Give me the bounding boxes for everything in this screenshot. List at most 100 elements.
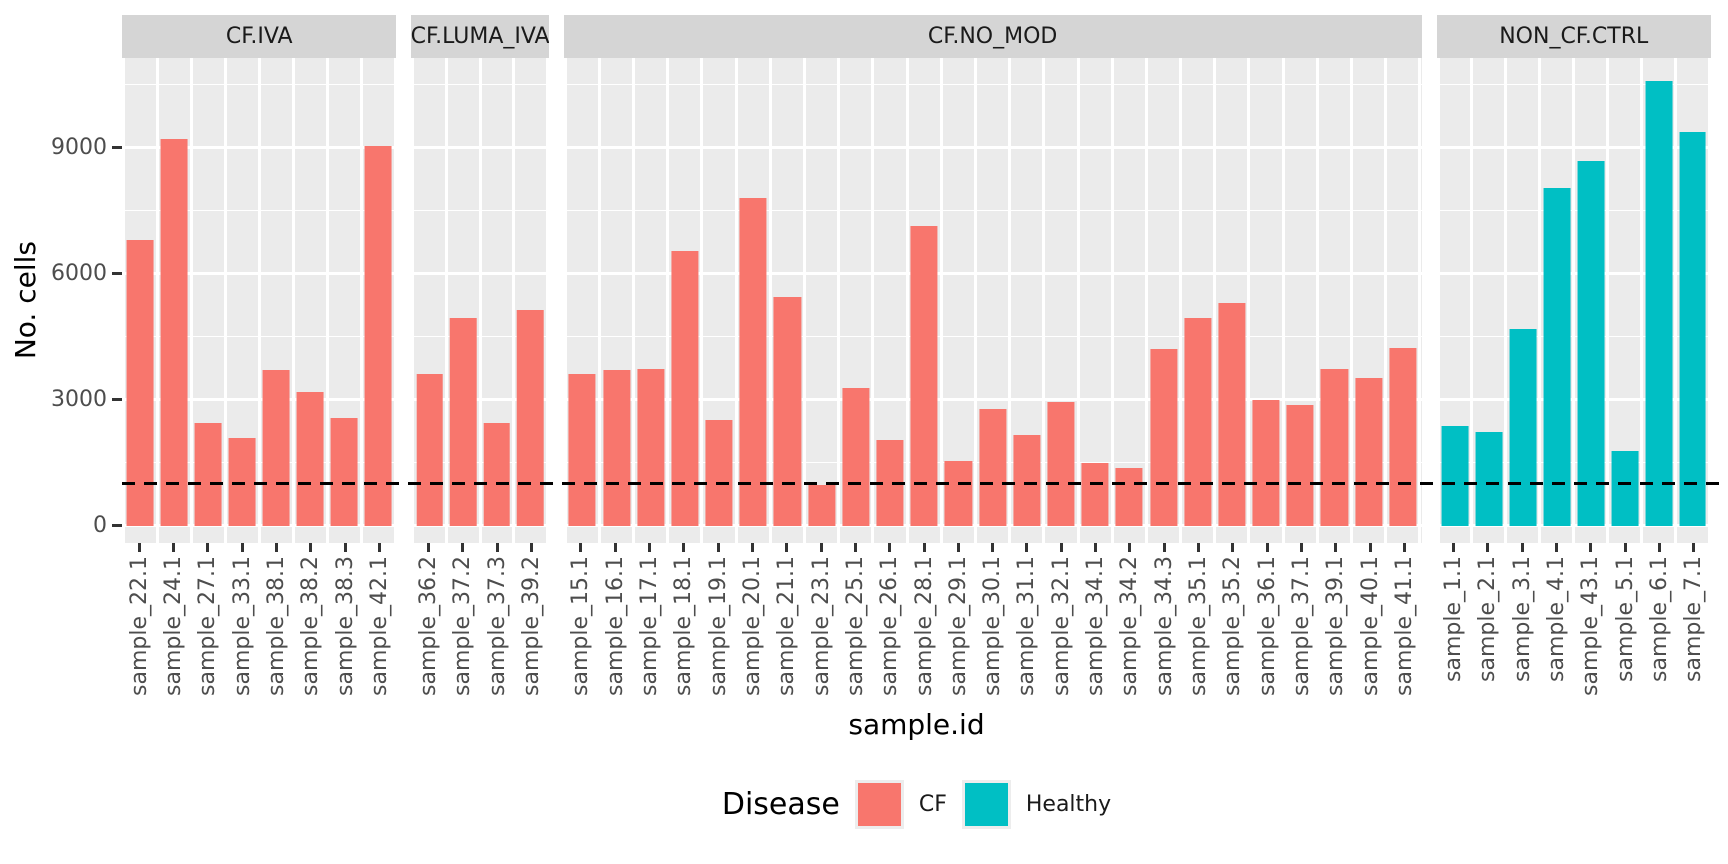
x-tick-label: sample_7.1 [1681,556,1707,682]
facet-panel [122,58,397,543]
x-tick [461,543,465,552]
bar-sample_20.1 [739,198,767,526]
x-tick [274,543,278,552]
x-tick [1486,543,1490,552]
x-tick [1658,543,1662,552]
x-tick-slot [667,543,701,552]
y-tick-label: 9000 [51,134,107,160]
gridline-major [563,398,1422,402]
bar-sample_39.1 [1320,369,1349,526]
x-label-slot: sample_15.1 [564,552,598,716]
x-tick-slot [446,543,480,552]
x-tick-label: sample_37.1 [1288,556,1314,696]
x-tick-slot [1471,543,1505,552]
x-tick [682,543,686,552]
bar-slot [189,58,224,543]
x-label-slot: sample_29.1 [941,552,975,716]
x-tick [1520,543,1524,552]
gridline-minor [563,83,1422,86]
x-tick-label: sample_6.1 [1647,556,1673,682]
x-tick-label: sample_28.1 [911,556,937,696]
bar-sample_2.1 [1475,431,1503,526]
x-axis-title: sample.id [848,708,985,741]
facet-strip: CF.LUMA_IVA [411,15,549,58]
x-tick-label: sample_34.1 [1083,556,1109,696]
x-tick-label: sample_31.1 [1014,556,1040,696]
facet-panel [411,58,549,543]
x-label-slot: sample_35.2 [1216,552,1250,716]
bar-slot [1042,58,1076,543]
y-tick-label: 3000 [51,386,107,412]
x-label-slot: sample_38.2 [294,552,328,716]
x-tick-slot [1147,543,1181,552]
legend-key-CF [857,782,901,826]
x-tick-label: sample_16.1 [602,556,628,696]
bar-sample_38.3 [330,417,358,526]
x-label-slot: sample_41.1 [1387,552,1421,716]
x-tick [1197,543,1201,552]
x-tick-label: sample_30.1 [980,556,1006,696]
dashed-reference-line [122,482,1721,486]
x-tick [1231,543,1235,552]
bar-slot [478,58,513,543]
x-tick-label: sample_17.1 [637,556,663,696]
x-tick-label: sample_20.1 [739,556,765,696]
bar-slot [1504,58,1538,543]
x-tick-label: sample_36.2 [416,556,442,696]
x-tick-slot [1677,543,1711,552]
bar-sample_36.1 [1252,400,1280,526]
x-tick-slot [1216,543,1250,552]
x-tick-slot [225,543,259,552]
bar-slot [871,58,905,543]
gridline-minor [563,335,1422,338]
y-tick-label: 6000 [51,260,107,286]
x-label-slot: sample_36.1 [1250,552,1284,716]
x-tick-slot [701,543,735,552]
x-label-slot: sample_39.1 [1319,552,1353,716]
x-tick [137,543,141,552]
x-tick-label: sample_40.1 [1357,556,1383,696]
bar-slot [666,58,700,543]
x-tick [1094,543,1098,552]
bar-slot [905,58,940,543]
x-tick-slot [1181,543,1215,552]
x-label-slot: sample_17.1 [632,552,666,716]
x-tick [991,543,995,552]
x-label-slot: sample_4.1 [1539,552,1573,716]
bar-slots [411,58,549,543]
x-label-slot: sample_42.1 [362,552,396,716]
x-label-slot: sample_16.1 [598,552,632,716]
x-tick-slot [735,543,769,552]
x-tick-slot [1044,543,1078,552]
bar-sample_37.3 [483,422,511,526]
x-tick-slot [564,543,598,552]
bar-slot [1144,58,1179,543]
x-tick-slot [632,543,666,552]
bar-slot [1538,58,1572,543]
facet-strip-label: NON_CF.CTRL [1499,24,1649,49]
x-tick-label: sample_35.1 [1186,556,1212,696]
x-label-slot: sample_5.1 [1608,552,1642,716]
bar-sample_19.1 [705,420,733,526]
x-tick-slot [873,543,907,552]
x-tick-slot [1642,543,1676,552]
x-tick-slot [1353,543,1387,552]
x-tick-slot [770,543,804,552]
x-label-slot: sample_7.1 [1677,552,1711,716]
x-label-slot: sample_38.3 [328,552,362,716]
bar-sample_38.1 [262,370,290,526]
x-label-slot: sample_31.1 [1010,552,1044,716]
bar-sample_24.1 [160,139,188,526]
x-tick-slot [1319,543,1353,552]
x-tick-slot [1574,543,1608,552]
bar-slot [1247,58,1281,543]
x-tick [888,543,892,552]
x-ticks [1437,543,1711,552]
x-tick-slot [191,543,225,552]
x-tick-slot [411,543,445,552]
x-tick-slot [598,543,632,552]
bar-sample_35.1 [1184,318,1212,526]
bar-slot [768,58,803,543]
x-tick-label: sample_18.1 [671,556,697,696]
x-tick-label: sample_39.1 [1323,556,1349,696]
